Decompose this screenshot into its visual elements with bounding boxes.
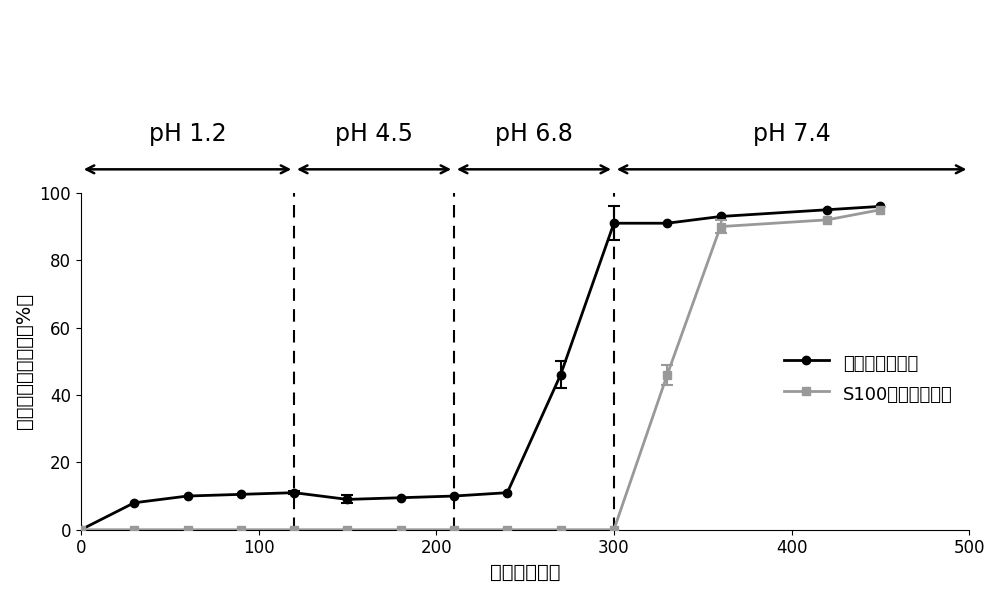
胰岛素固体颗粒 bbox=[715, 213, 727, 220]
胰岛素固体颗粒 bbox=[555, 371, 567, 378]
S100包衣肠溶胶囊 bbox=[448, 526, 460, 533]
X-axis label: 时间（分钟）: 时间（分钟） bbox=[490, 563, 560, 582]
Y-axis label: 累积胰岛素释放量（%）: 累积胰岛素释放量（%） bbox=[15, 293, 34, 429]
S100包衣肠溶胶囊 bbox=[874, 206, 886, 213]
胰岛素固体颗粒 bbox=[661, 220, 673, 227]
S100包衣肠溶胶囊 bbox=[395, 526, 407, 533]
S100包衣肠溶胶囊 bbox=[555, 526, 567, 533]
胰岛素固体颗粒 bbox=[448, 493, 460, 500]
Text: pH 7.4: pH 7.4 bbox=[753, 122, 830, 146]
胰岛素固体颗粒 bbox=[874, 203, 886, 210]
胰岛素固体颗粒 bbox=[608, 220, 620, 227]
Legend: 胰岛素固体颗粒, S100包衣肠溶胶囊: 胰岛素固体颗粒, S100包衣肠溶胶囊 bbox=[776, 344, 960, 412]
Line: S100包衣肠溶胶囊: S100包衣肠溶胶囊 bbox=[77, 205, 885, 534]
S100包衣肠溶胶囊 bbox=[821, 216, 833, 223]
Text: pH 1.2: pH 1.2 bbox=[149, 122, 226, 146]
胰岛素固体颗粒 bbox=[288, 489, 300, 496]
S100包衣肠溶胶囊 bbox=[288, 526, 300, 533]
Text: pH 6.8: pH 6.8 bbox=[495, 122, 573, 146]
胰岛素固体颗粒 bbox=[501, 489, 513, 496]
Text: pH 4.5: pH 4.5 bbox=[335, 122, 413, 146]
Line: 胰岛素固体颗粒: 胰岛素固体颗粒 bbox=[77, 202, 885, 534]
S100包衣肠溶胶囊 bbox=[341, 526, 353, 533]
胰岛素固体颗粒 bbox=[75, 526, 87, 533]
胰岛素固体颗粒 bbox=[128, 499, 140, 506]
S100包衣肠溶胶囊 bbox=[75, 526, 87, 533]
胰岛素固体颗粒 bbox=[182, 493, 194, 500]
胰岛素固体颗粒 bbox=[235, 491, 247, 498]
S100包衣肠溶胶囊 bbox=[128, 526, 140, 533]
S100包衣肠溶胶囊 bbox=[501, 526, 513, 533]
S100包衣肠溶胶囊 bbox=[715, 223, 727, 230]
胰岛素固体颗粒 bbox=[821, 206, 833, 213]
S100包衣肠溶胶囊 bbox=[608, 526, 620, 533]
胰岛素固体颗粒 bbox=[341, 496, 353, 503]
S100包衣肠溶胶囊 bbox=[235, 526, 247, 533]
S100包衣肠溶胶囊 bbox=[661, 371, 673, 378]
S100包衣肠溶胶囊 bbox=[182, 526, 194, 533]
胰岛素固体颗粒 bbox=[395, 494, 407, 501]
